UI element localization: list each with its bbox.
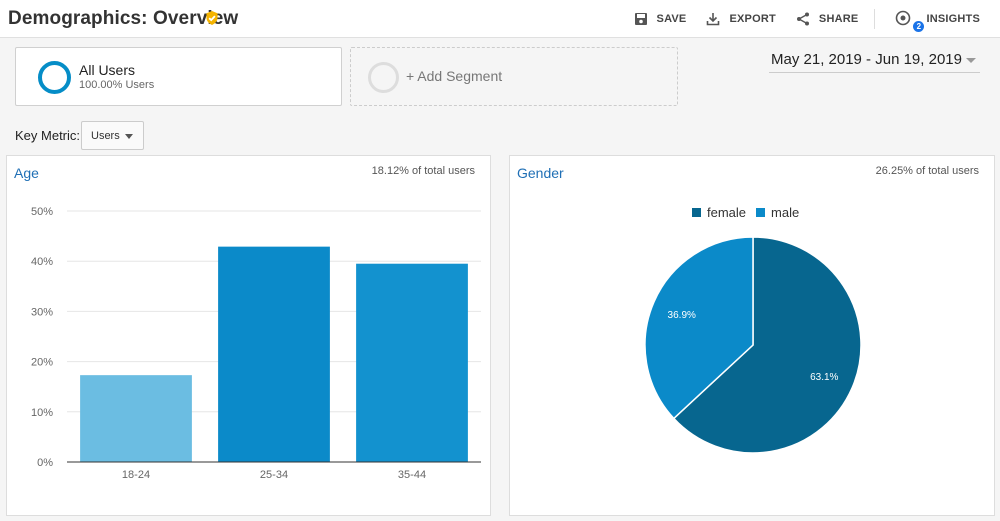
add-segment-label: + Add Segment xyxy=(406,68,503,84)
date-range-picker[interactable]: May 21, 2019 - Jun 19, 2019 xyxy=(769,49,980,73)
age-panel: Age 18.12% of total users 0% 10% 20% 30% 40%… xyxy=(6,155,491,516)
add-segment-button[interactable]: + Add Segment xyxy=(350,47,678,106)
export-button[interactable]: EXPORT xyxy=(706,12,776,26)
insights-button[interactable]: 2 INSIGHTS xyxy=(895,10,980,32)
insights-label: INSIGHTS xyxy=(926,13,980,25)
slice-male xyxy=(644,236,754,420)
insights-count-badge: 2 xyxy=(913,20,925,32)
legend-label-female: female xyxy=(707,205,747,220)
share-button[interactable]: SHARE xyxy=(796,12,859,26)
legend-label-male: male xyxy=(771,205,800,220)
insights-icon-wrap: 2 xyxy=(895,10,925,32)
y-tick-label: 0% xyxy=(37,457,53,469)
page-header: Demographics: Overview SAVE EXPORT xyxy=(0,0,1000,38)
y-tick-label: 30% xyxy=(31,306,53,318)
export-label: EXPORT xyxy=(729,13,776,25)
export-icon xyxy=(707,13,720,26)
segment-ring-icon xyxy=(38,61,71,94)
age-bar-chart: 0% 10% 20% 30% 40% 50% 18-24 25-34 35-44 xyxy=(31,206,481,481)
slice-label-female: 63.1% xyxy=(810,372,838,383)
y-tick-label: 10% xyxy=(31,407,53,419)
save-label: SAVE xyxy=(656,13,687,25)
save-button[interactable]: SAVE xyxy=(634,12,687,26)
key-metric-value: Users xyxy=(91,130,120,142)
gender-share: 26.25% of total users xyxy=(875,165,979,177)
verified-badge-icon xyxy=(206,11,218,25)
share-icon xyxy=(796,12,809,26)
gender-pie-chart: 63.1% 36.9% xyxy=(644,236,862,454)
bar-35-44 xyxy=(356,263,468,462)
bar-25-34 xyxy=(218,246,330,462)
key-metric-select[interactable]: Users xyxy=(81,121,144,150)
segment-percent: 100.00% Users xyxy=(79,79,155,91)
insights-icon xyxy=(896,10,911,25)
gender-legend: female male xyxy=(692,205,809,220)
dropdown-caret-icon xyxy=(125,134,133,139)
slice-female xyxy=(672,236,862,454)
gender-panel: Gender 26.25% of total users female male… xyxy=(509,155,995,516)
save-icon xyxy=(634,13,647,25)
x-tick-label: 25-34 xyxy=(260,469,288,481)
legend-item-male: male xyxy=(756,205,799,220)
y-tick-label: 40% xyxy=(31,256,53,268)
chevron-down-icon xyxy=(966,58,976,63)
add-segment-ring-icon xyxy=(368,62,399,93)
age-title: Age xyxy=(14,165,39,181)
header-divider xyxy=(874,9,876,29)
share-label: SHARE xyxy=(818,13,859,25)
all-users-segment[interactable]: All Users 100.00% Users xyxy=(15,47,342,106)
y-tick-label: 20% xyxy=(31,357,53,369)
header-actions: SAVE EXPORT SHARE xyxy=(614,0,980,38)
male-swatch xyxy=(756,208,766,217)
date-range-text: May 21, 2019 - Jun 19, 2019 xyxy=(771,51,962,68)
key-metric-label: Key Metric: xyxy=(15,128,81,143)
x-tick-label: 18-24 xyxy=(122,469,150,481)
segment-name: All Users xyxy=(79,62,136,78)
female-swatch xyxy=(692,208,701,217)
legend-item-female: female xyxy=(692,205,746,220)
x-tick-label: 35-44 xyxy=(398,469,426,481)
age-share: 18.12% of total users xyxy=(371,165,475,177)
bar-18-24 xyxy=(80,375,192,462)
page-title: Demographics: Overview xyxy=(8,8,239,29)
gender-title: Gender xyxy=(517,165,564,181)
slice-label-male: 36.9% xyxy=(668,310,696,321)
y-tick-label: 50% xyxy=(31,206,53,218)
